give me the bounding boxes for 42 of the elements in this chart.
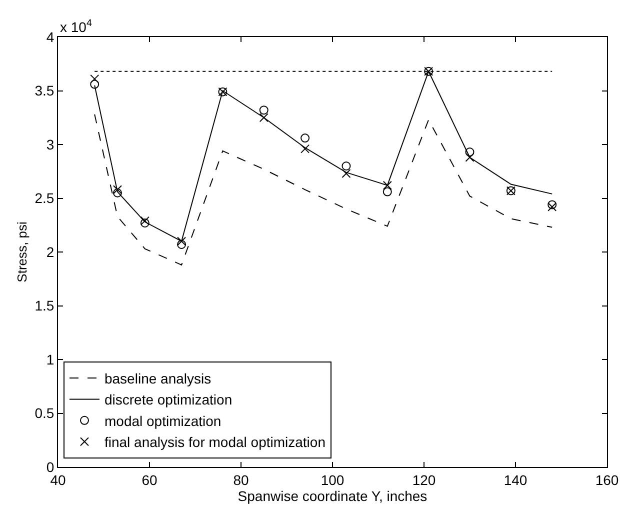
y-tick-label: 2	[46, 244, 54, 260]
point	[112, 188, 122, 198]
legend-label: modal optimization	[104, 412, 222, 429]
legend-label: discrete optimization	[104, 392, 232, 408]
x-tick-label: 60	[142, 472, 158, 488]
y-tick-label: 0.5	[34, 405, 54, 422]
legend-label: final analysis for modal optimization	[104, 434, 326, 450]
y-tick-label: 3.5	[34, 82, 54, 99]
x-tick-label: 160	[595, 472, 619, 488]
point	[300, 134, 310, 143]
point	[382, 180, 392, 190]
point	[90, 74, 100, 84]
point	[112, 185, 122, 194]
x-axis-title: Spanwise coordinate Y, inches	[238, 488, 428, 504]
text: x 10$^{4}$	[60, 18, 92, 35]
point	[465, 152, 474, 162]
point	[259, 113, 268, 122]
point	[140, 216, 150, 226]
point	[465, 148, 474, 157]
point	[548, 200, 557, 210]
point	[342, 169, 351, 178]
point	[177, 236, 186, 246]
x-tick-label: 140	[504, 472, 528, 488]
point	[140, 218, 150, 228]
point	[259, 106, 268, 115]
point	[548, 202, 557, 212]
point	[342, 162, 351, 170]
point	[177, 240, 186, 249]
point	[382, 187, 392, 196]
point	[300, 144, 310, 154]
x-tick-label: 120	[412, 472, 436, 488]
y-tick-label: 2.5	[34, 190, 54, 206]
y-axis-title: Stress, psi	[14, 222, 30, 282]
legend-label: baseline analysis	[104, 370, 212, 386]
y-tick-label: 4	[46, 28, 54, 45]
y-tick-label: 1	[46, 351, 54, 368]
point	[90, 80, 100, 89]
y-tick-label: 1.5	[34, 298, 54, 314]
line-series	[94, 114, 553, 266]
y-tick-label: 3	[46, 136, 54, 152]
x-tick-label: 100	[320, 472, 344, 488]
x-tick-label: 80	[233, 472, 249, 488]
